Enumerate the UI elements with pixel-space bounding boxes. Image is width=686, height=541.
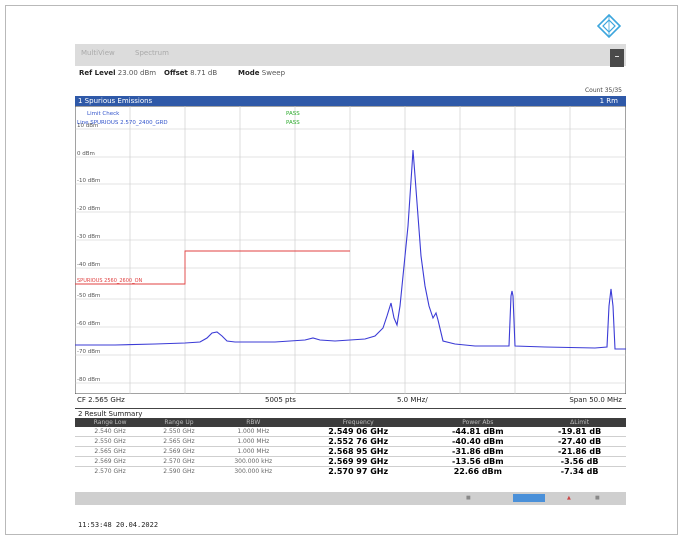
frequency-cell: 2.568 95 GHz [293, 446, 423, 457]
sweep-count: Count 35/35 [584, 87, 622, 94]
rbw-cell: 300.000 kHz [212, 466, 294, 476]
trace-label: 1 Rm [599, 97, 618, 105]
column-header: RBW [212, 418, 294, 427]
column-header: Range Up [145, 418, 213, 427]
y-label: -20 dBm [77, 206, 100, 212]
power-abs-cell: -44.81 dBm [452, 427, 504, 436]
range-up-cell: 2.565 GHz [145, 436, 213, 447]
menu-button[interactable] [610, 49, 624, 67]
column-header: Power Abs [422, 418, 534, 427]
y-label: 0 dBm [77, 151, 95, 157]
table-row[interactable]: 2.540 GHz 2.550 GHz 1.000 MHz 2.549 06 G… [75, 427, 626, 437]
column-header: ΔLimit [533, 418, 626, 427]
mode-readout: Mode Sweep [238, 69, 285, 77]
limit-line-name: Line SPURIOUS 2.570_2400_GRD [77, 120, 168, 126]
column-header: Frequency [293, 418, 423, 427]
frequency-per-division: 5.0 MHz/ [397, 396, 428, 404]
range-up-cell: 2.550 GHz [163, 428, 195, 435]
frequency-axis-bar: CF 2.565 GHz 5005 pts 5.0 MHz/ Span 50.0… [75, 394, 626, 406]
spectrum-window-title: 1 Spurious Emissions 1 Rm [75, 96, 626, 106]
warning-icon: ▲ [567, 495, 571, 501]
ref-level-label: Ref Level [79, 69, 116, 77]
menu-icon [615, 56, 619, 57]
company-logo-icon [597, 14, 621, 38]
frequency-cell: 2.552 76 GHz [293, 436, 423, 447]
limit-line-result: PASS [286, 120, 300, 126]
spectrum-title: 1 Spurious Emissions [78, 97, 153, 105]
delta-limit-cell: -7.34 dB [533, 466, 626, 476]
tab-bar: MultiView Spectrum [75, 44, 626, 66]
status-bar: ■ ▲ ■ [75, 492, 626, 505]
status-indicator: ■ [466, 495, 471, 501]
tab-multiview[interactable]: MultiView [81, 49, 115, 57]
ref-level-value: 23.00 dBm [117, 69, 157, 77]
spectrum-plot[interactable]: 10 dBm 0 dBm -10 dBm -20 dBm -30 dBm -40… [75, 106, 626, 394]
delta-limit-cell: -3.56 dB [533, 456, 626, 467]
frequency-cell: 2.549 06 GHz [328, 427, 389, 436]
mode-label: Mode [238, 69, 260, 77]
offset-label: Offset [164, 69, 188, 77]
y-label: -80 dBm [77, 377, 100, 383]
result-summary-table: Range Low Range Up RBW Frequency Power A… [75, 418, 626, 476]
sweep-points: 5005 pts [265, 396, 296, 404]
y-label: -70 dBm [77, 349, 100, 355]
table-row[interactable]: 2.569 GHz 2.570 GHz 300.000 kHz 2.569 99… [75, 456, 626, 467]
rbw-cell: 1.000 MHz [212, 446, 294, 457]
rbw-cell: 300.000 kHz [212, 456, 294, 467]
power-abs-cell: -40.40 dBm [422, 436, 534, 447]
range-up-cell: 2.570 GHz [145, 456, 213, 467]
screenshot-frame [5, 5, 678, 535]
limit-line-label: SPURIOUS 2560_2600_ON [77, 278, 143, 284]
range-up-cell: 2.569 GHz [145, 446, 213, 457]
table-header-row: Range Low Range Up RBW Frequency Power A… [75, 418, 626, 427]
range-low-cell: 2.550 GHz [75, 436, 146, 447]
limit-line [75, 250, 350, 285]
power-abs-cell: 22.66 dBm [422, 466, 534, 476]
y-label: 10 dBm [77, 123, 98, 129]
delta-limit-cell: -21.86 dB [533, 446, 626, 457]
power-abs-cell: -13.56 dBm [422, 456, 534, 467]
offset-value: 8.71 dB [190, 69, 218, 77]
range-low-cell: 2.540 GHz [94, 428, 126, 435]
table-row[interactable]: 2.550 GHz 2.565 GHz 1.000 MHz 2.552 76 G… [75, 436, 626, 447]
center-frequency: CF 2.565 GHz [77, 396, 125, 404]
column-header: Range Low [75, 418, 146, 427]
timestamp: 11:53:48 20.04.2022 [78, 521, 159, 529]
status-indicator: ■ [595, 495, 600, 501]
frequency-span: Span 50.0 MHz [569, 396, 622, 404]
table-row[interactable]: 2.570 GHz 2.590 GHz 300.000 kHz 2.570 97… [75, 466, 626, 476]
range-low-cell: 2.569 GHz [75, 456, 146, 467]
tab-spectrum[interactable]: Spectrum [135, 49, 169, 57]
limit-check-label: Limit Check [87, 111, 120, 117]
frequency-cell: 2.569 99 GHz [293, 456, 423, 467]
y-label: -10 dBm [77, 178, 100, 184]
result-summary-title: 2 Result Summary [75, 408, 626, 419]
y-label: -40 dBm [77, 262, 100, 268]
table-row[interactable]: 2.565 GHz 2.569 GHz 1.000 MHz 2.568 95 G… [75, 446, 626, 457]
delta-limit-cell: -27.40 dB [533, 436, 626, 447]
y-label: -30 dBm [77, 234, 100, 240]
mode-value: Sweep [261, 69, 286, 77]
limit-check-result: PASS [286, 111, 300, 117]
result-summary-label: 2 Result Summary [78, 410, 143, 418]
range-up-cell: 2.590 GHz [145, 466, 213, 476]
offset-readout: Offset 8.71 dB [164, 69, 217, 77]
spectrum-trace [75, 149, 626, 350]
power-abs-cell: -31.86 dBm [422, 446, 534, 457]
measuring-indicator [513, 494, 545, 502]
rbw-cell: 1.000 MHz [237, 428, 270, 435]
frequency-cell: 2.570 97 GHz [293, 466, 423, 476]
y-label: -50 dBm [77, 293, 100, 299]
ref-level-readout: Ref Level 23.00 dBm [79, 69, 156, 77]
range-low-cell: 2.570 GHz [75, 466, 146, 476]
delta-limit-cell: -19.81 dB [557, 427, 602, 436]
rbw-cell: 1.000 MHz [212, 436, 294, 447]
y-label: -60 dBm [77, 321, 100, 327]
range-low-cell: 2.565 GHz [75, 446, 146, 457]
